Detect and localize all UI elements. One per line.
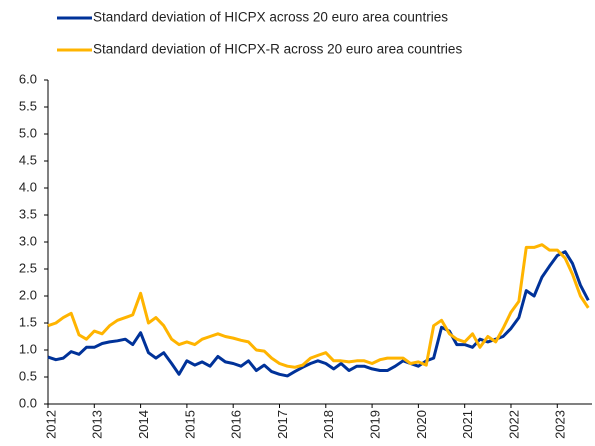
legend-label: Standard deviation of HICPX-R across 20 … bbox=[93, 42, 462, 57]
y-tick-label: 5.5 bbox=[19, 98, 37, 113]
x-tick-label: 2013 bbox=[90, 410, 105, 439]
series-line bbox=[47, 243, 590, 369]
x-tick-label: 2023 bbox=[553, 410, 568, 439]
x-tick-label: 2022 bbox=[506, 410, 521, 439]
x-tick-label: 2015 bbox=[182, 410, 197, 439]
x-tick-label: 2020 bbox=[414, 410, 429, 439]
x-tick-label: 2021 bbox=[460, 410, 475, 439]
y-tick-label: 3.0 bbox=[19, 233, 37, 248]
x-tick-label: 2014 bbox=[136, 410, 151, 439]
y-tick-label: 1.0 bbox=[19, 341, 37, 356]
y-tick-label: 0.0 bbox=[19, 395, 37, 410]
y-tick-label: 1.5 bbox=[19, 314, 37, 329]
y-tick-label: 2.5 bbox=[19, 260, 37, 275]
y-tick-label: 5.0 bbox=[19, 125, 37, 140]
y-tick-label: 0.5 bbox=[19, 368, 37, 383]
x-tick-label: 2019 bbox=[368, 410, 383, 439]
x-tick-label: 2017 bbox=[275, 410, 290, 439]
y-tick-label: 6.0 bbox=[19, 71, 37, 86]
y-tick-label: 2.0 bbox=[19, 287, 37, 302]
x-tick-label: 2012 bbox=[43, 410, 58, 439]
legend-label: Standard deviation of HICPX across 20 eu… bbox=[93, 10, 448, 25]
series-line bbox=[47, 250, 590, 378]
x-tick-label: 2016 bbox=[229, 410, 244, 439]
y-tick-label: 3.5 bbox=[19, 206, 37, 221]
x-tick-label: 2018 bbox=[321, 410, 336, 439]
y-tick-label: 4.5 bbox=[19, 152, 37, 167]
y-tick-label: 4.0 bbox=[19, 179, 37, 194]
